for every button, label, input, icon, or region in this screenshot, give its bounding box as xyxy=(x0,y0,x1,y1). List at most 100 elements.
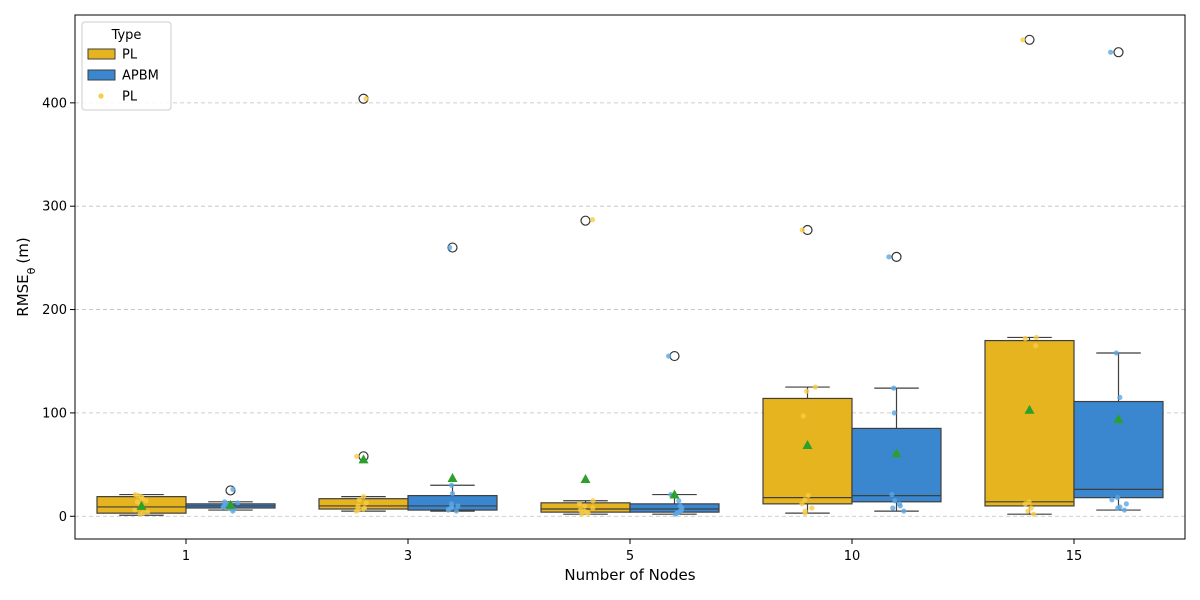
data-point xyxy=(363,500,369,506)
data-point xyxy=(897,503,903,509)
data-point xyxy=(1022,335,1028,342)
data-point xyxy=(1033,343,1039,349)
mean-marker xyxy=(1113,414,1124,424)
data-point xyxy=(353,508,359,514)
legend-entry-label: PL xyxy=(122,48,138,63)
box xyxy=(984,339,1075,507)
data-point xyxy=(1108,49,1114,55)
y-axis-label: RMSEθ(m) xyxy=(14,237,38,316)
outlier-marker xyxy=(669,350,680,362)
data-point xyxy=(892,498,898,504)
data-point xyxy=(1033,334,1039,341)
data-point xyxy=(1020,37,1026,43)
axes: 0 100 200 300 400 1 3 5 10 15 xyxy=(42,96,1082,564)
data-point xyxy=(1025,508,1031,514)
data-point xyxy=(590,498,596,504)
box xyxy=(851,427,942,503)
data-point xyxy=(1117,394,1123,401)
data-point xyxy=(445,507,451,513)
x-tick-label: 15 xyxy=(1066,549,1083,564)
data-point xyxy=(809,505,815,511)
data-point xyxy=(143,498,149,504)
mean-marker xyxy=(580,474,591,484)
data-point xyxy=(235,500,241,506)
legend-swatch xyxy=(87,69,116,81)
data-point xyxy=(799,501,805,507)
y-tick-label: 0 xyxy=(59,510,67,525)
mean-marker xyxy=(358,454,369,464)
mean-marker xyxy=(802,439,813,449)
data-point xyxy=(800,413,806,419)
data-point xyxy=(590,505,596,511)
data-point xyxy=(901,508,907,514)
legend-marker xyxy=(98,93,104,99)
data-points xyxy=(132,37,1129,517)
data-point xyxy=(589,217,596,223)
data-point xyxy=(802,497,808,503)
mean-marker xyxy=(1024,404,1035,414)
legend-title: Type xyxy=(111,28,142,43)
data-point xyxy=(447,244,453,251)
y-tick-label: 200 xyxy=(42,303,67,318)
outlier-marker xyxy=(1024,34,1035,45)
data-point xyxy=(891,385,897,391)
data-point xyxy=(886,254,892,260)
outlier-marker xyxy=(580,215,591,226)
data-point xyxy=(889,491,895,498)
data-point xyxy=(1109,497,1115,503)
legend-frame xyxy=(81,21,172,111)
mean-marker xyxy=(669,489,680,499)
data-point xyxy=(355,503,361,509)
data-point xyxy=(805,492,811,499)
box xyxy=(762,397,853,505)
outlier-marker xyxy=(891,251,902,262)
data-point xyxy=(356,497,362,503)
box xyxy=(629,503,720,513)
legend-entry-label: PL xyxy=(122,90,138,105)
data-point xyxy=(220,504,226,510)
data-point xyxy=(449,490,456,497)
legend: Type PL APBM PL xyxy=(81,21,172,111)
x-tick-label: 5 xyxy=(626,549,634,564)
legend-swatch xyxy=(87,48,116,60)
data-point xyxy=(804,388,810,394)
y-tick-label: 300 xyxy=(42,200,67,215)
mean-marker xyxy=(891,448,902,458)
legend-entry-label: APBM xyxy=(122,69,159,84)
data-point xyxy=(579,511,585,517)
boxes xyxy=(96,34,1164,516)
data-point xyxy=(676,498,682,504)
data-point xyxy=(144,509,151,515)
data-point xyxy=(354,453,360,459)
data-point xyxy=(448,482,455,488)
mean-marker xyxy=(447,473,458,483)
data-point xyxy=(453,508,459,514)
data-point xyxy=(672,511,678,517)
data-point xyxy=(799,227,805,233)
data-point xyxy=(135,492,141,499)
data-point xyxy=(455,503,461,509)
data-point xyxy=(1117,504,1123,510)
data-point xyxy=(230,508,236,514)
data-point xyxy=(360,506,366,512)
data-point xyxy=(1113,350,1119,356)
data-point xyxy=(802,510,808,516)
data-point xyxy=(1028,505,1034,511)
x-tick-label: 1 xyxy=(182,549,190,564)
data-point xyxy=(812,384,818,390)
data-point xyxy=(891,410,897,416)
x-tick-label: 10 xyxy=(844,549,861,564)
data-point xyxy=(890,505,896,511)
data-point xyxy=(1031,511,1037,517)
data-point xyxy=(582,503,588,509)
data-point xyxy=(576,501,583,507)
data-point xyxy=(1123,501,1129,507)
data-point xyxy=(666,353,672,359)
data-point xyxy=(137,511,143,517)
outlier-marker xyxy=(1113,47,1124,58)
y-tick-label: 400 xyxy=(42,96,67,111)
data-point xyxy=(1022,501,1028,507)
data-point xyxy=(360,494,367,500)
data-point xyxy=(1121,507,1128,513)
